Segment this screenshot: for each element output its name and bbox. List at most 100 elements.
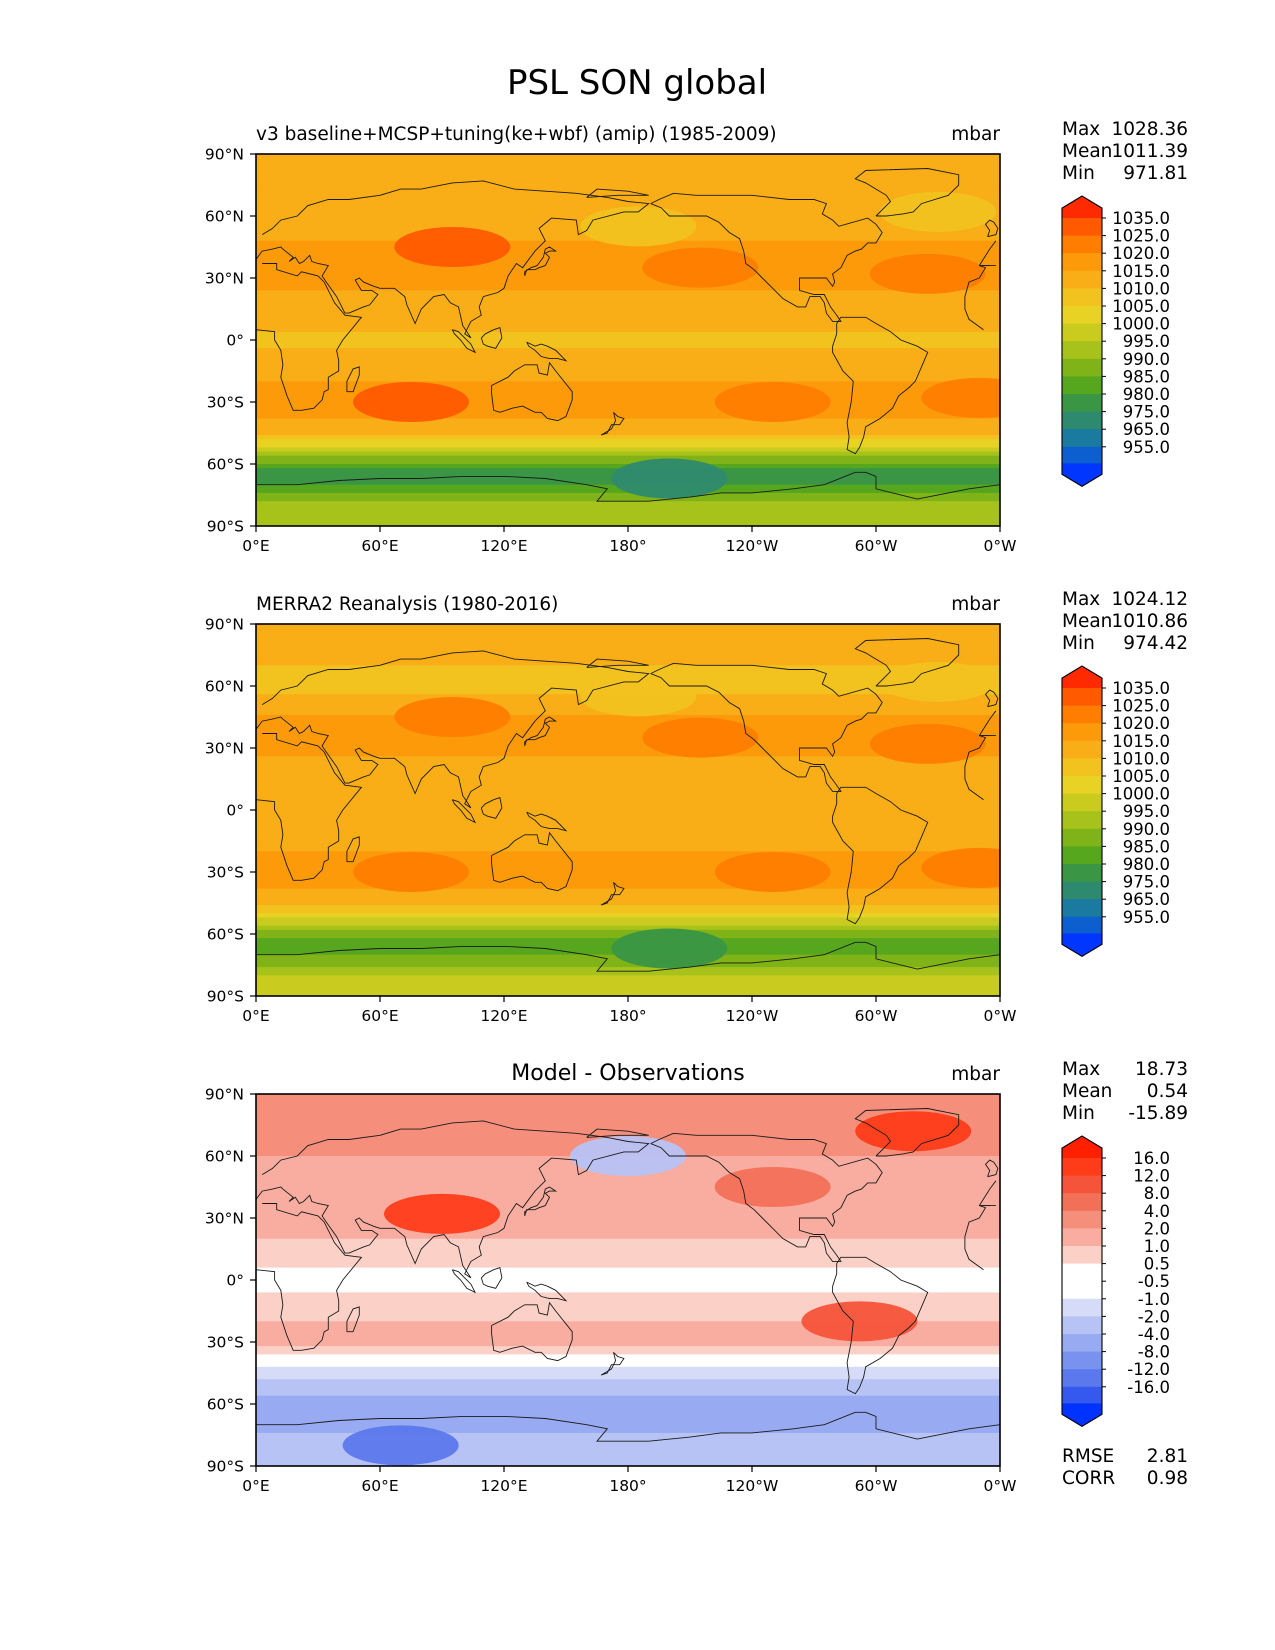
y-axis: 90°N 60°N 30°N 0° 30°S 60°S 90°S [205,616,256,1006]
coastline [524,716,558,747]
zonal-band [256,1304,1000,1310]
zonal-band [256,1412,1000,1417]
pressure-feature [384,1193,500,1234]
zonal-band [256,377,1000,382]
coastline [491,831,573,892]
y-tick-label: 90°S [207,1458,244,1476]
pressure-feature [714,382,831,422]
zonal-band [256,430,1000,436]
zonal-band [256,735,1000,741]
x-tick-label: 60°W [855,537,898,555]
x-axis: 0°E 60°E 120°E 180° 120°W 60°W 0°W [242,1466,1016,1495]
coastline [964,265,987,331]
zonal-band [256,624,1000,629]
x-tick-label: 0°E [242,1477,269,1495]
pressure-feature [611,458,728,499]
colorbar-outline [1061,665,1103,958]
zonal-band [256,1280,1000,1285]
zonal-band [256,900,1000,906]
colorbar-label: 1020.0 [1112,244,1170,263]
x-tick-label: 120°E [480,1007,527,1025]
colorbar-extend-top [1062,196,1102,220]
zonal-band [256,1325,1000,1331]
zonal-band [256,187,1000,192]
colorbar-segment [1062,411,1102,430]
colorbar-label: 1025.0 [1112,697,1170,716]
zonal-band [256,822,1000,828]
zonal-band [256,492,1000,498]
x-tick-label: 180° [609,537,646,555]
coastline [650,192,883,322]
stat-max-label: Max [1062,589,1100,610]
zonal-band [256,863,1000,869]
colorbar: 1035.01025.01020.01015.01010.01005.01000… [1061,195,1170,488]
coastline [480,1267,503,1289]
colorbar-label: 1010.0 [1112,279,1170,298]
stat-mean-label: Mean [1062,141,1112,162]
colorbar-segment [1062,1386,1102,1405]
zonal-band [256,1333,1000,1339]
zonal-band [256,203,1000,209]
zonal-band [256,962,1000,968]
colorbar-label: 955.0 [1123,908,1170,927]
pressure-feature [353,852,469,892]
zonal-band [256,1308,1000,1314]
colorbar-label: 16.0 [1133,1149,1170,1168]
zonal-band [256,1313,1000,1318]
zonal-band [256,509,1000,515]
y-tick-label: 60°S [207,926,244,944]
zonal-band [256,1321,1000,1327]
zonal-band [256,1098,1000,1103]
zonal-band [256,867,1000,873]
rmse-value: 2.81 [1147,1446,1188,1467]
zonal-band [256,727,1000,733]
corr-label: CORR [1062,1468,1115,1489]
y-tick-label: 90°N [205,616,244,634]
panel-units: mbar [951,124,1000,145]
y-tick-label: 90°N [205,146,244,164]
zonal-band [256,1230,1000,1236]
zonal-band [256,1453,1000,1459]
colorbar-label: 975.0 [1123,403,1170,422]
zonal-band [256,327,1000,333]
zonal-band [256,1424,1000,1430]
pressure-feature [714,1167,831,1207]
zonal-band [256,805,1000,811]
zonal-band [256,1180,1000,1186]
zonal-band [256,648,1000,654]
colorbar-segment [1062,341,1102,360]
colorbar-segment [1062,218,1102,237]
colorbar-label: 1015.0 [1112,262,1170,281]
zonal-band [256,892,1000,898]
zonal-band [256,838,1000,844]
coastline [600,881,625,906]
zonal-band [256,1404,1000,1409]
coastlines [256,168,1000,502]
zonal-band [256,1370,1000,1376]
colorbar-label: -16.0 [1127,1378,1170,1397]
zonal-band [256,385,1000,391]
stat-max-label: Max [1062,1059,1100,1080]
colorbar-extend-bottom [1062,463,1102,487]
zonal-band [256,971,1000,976]
zonal-band [256,834,1000,840]
colorbar-segment [1062,899,1102,918]
zonal-band [256,1350,1000,1355]
stat-mean-label: Mean [1062,611,1112,632]
zonal-band [256,414,1000,420]
colorbar-label: 980.0 [1123,855,1170,874]
zonal-band [256,1213,1000,1219]
zonal-band [256,1300,1000,1306]
zonal-band [256,789,1000,795]
zonal-band [256,1201,1000,1207]
colorbar-label: 1025.0 [1112,227,1170,246]
colorbar-segment [1062,288,1102,307]
zonal-band [256,1437,1000,1442]
zonal-band [256,397,1000,403]
colorbar-label: 1010.0 [1112,749,1170,768]
y-tick-label: 30°N [205,270,244,288]
zonal-band [256,1184,1000,1190]
zonal-band [256,1445,1000,1451]
colorbar-label: 1005.0 [1112,767,1170,786]
coastline [346,1306,360,1333]
